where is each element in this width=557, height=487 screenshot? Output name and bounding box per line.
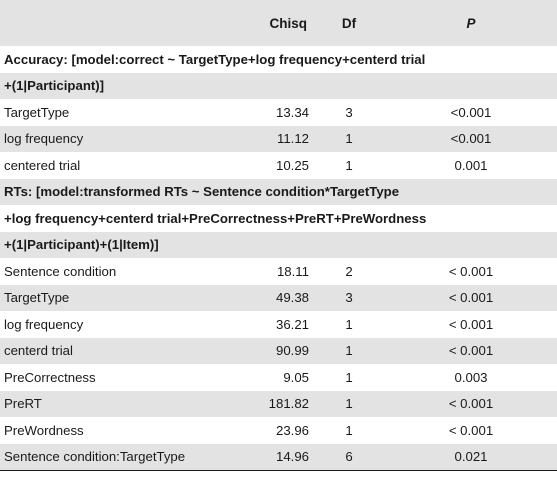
df-cell: 1 — [345, 157, 353, 173]
df-cell: 1 — [345, 396, 353, 412]
term-cell: log frequency — [4, 316, 84, 332]
table-row: TargetType 13.34 3 <0.001 — [0, 99, 557, 126]
p-cell: 0.003 — [454, 369, 488, 385]
table-body: Accuracy: [model:correct ~ TargetType+lo… — [0, 46, 557, 471]
p-cell: 0.001 — [454, 157, 488, 173]
p-cell: 0.021 — [385, 443, 557, 471]
p-cell: < 0.001 — [448, 263, 494, 279]
df-cell: 1 — [345, 131, 353, 147]
table-row: centered trial 10.25 1 0.001 — [0, 152, 557, 179]
p-cell: <0.001 — [450, 104, 492, 120]
chisq-cell: 10.25 — [275, 157, 309, 173]
p-cell: < 0.001 — [448, 290, 494, 306]
table-row: Sentence condition:TargetType 14.96 6 0.… — [0, 443, 557, 471]
model-text: +(1|Participant)] — [4, 78, 105, 94]
table-row: TargetType 49.38 3 < 0.001 — [0, 284, 557, 311]
table-row: PreWordness 23.96 1 < 0.001 — [0, 417, 557, 444]
chisq-cell: 9.05 — [283, 369, 309, 385]
header-df: Df — [341, 15, 357, 31]
table-row: centerd trial 90.99 1 < 0.001 — [0, 337, 557, 364]
model-line: Accuracy: [model:correct ~ TargetType+lo… — [0, 46, 557, 73]
chisq-cell: 36.21 — [275, 316, 309, 332]
term-cell: TargetType — [4, 290, 70, 306]
df-cell: 1 — [345, 369, 353, 385]
term-cell: centered trial — [4, 157, 81, 173]
model-text: Accuracy: [model:correct ~ TargetType+lo… — [4, 51, 426, 67]
p-cell: < 0.001 — [448, 343, 494, 359]
term-cell: PreWordness — [4, 422, 84, 438]
model-line: RTs: [model:transformed RTs ~ Sentence c… — [0, 178, 557, 205]
table-header: Chisq Df P — [0, 0, 557, 46]
model-line: +(1|Participant)+(1|Item)] — [0, 231, 557, 258]
term-cell: Sentence condition:TargetType — [0, 443, 213, 471]
term-cell: Sentence condition — [4, 263, 117, 279]
chisq-cell: 49.38 — [275, 290, 309, 306]
df-cell: 1 — [345, 343, 353, 359]
table-row: PreRT 181.82 1 < 0.001 — [0, 390, 557, 417]
term-cell: centerd trial — [4, 343, 73, 359]
table-row: log frequency 36.21 1 < 0.001 — [0, 311, 557, 338]
chisq-cell: 13.34 — [275, 104, 309, 120]
table-row: PreCorrectness 9.05 1 0.003 — [0, 364, 557, 391]
header-chisq: Chisq — [269, 15, 307, 31]
chisq-cell: 23.96 — [275, 422, 309, 438]
p-cell: <0.001 — [450, 131, 492, 147]
term-cell: PreCorrectness — [4, 369, 96, 385]
df-cell: 3 — [345, 290, 353, 306]
header-term — [0, 0, 213, 46]
model-text: +log frequency+centerd trial+PreCorrectn… — [4, 210, 427, 226]
df-cell: 2 — [345, 263, 353, 279]
term-cell: log frequency — [4, 131, 84, 147]
header-p: P — [466, 15, 476, 31]
chisq-cell: 181.82 — [268, 396, 309, 412]
table-row: Sentence condition 18.11 2 < 0.001 — [0, 258, 557, 285]
p-cell: < 0.001 — [448, 316, 494, 332]
chisq-cell: 18.11 — [276, 263, 309, 279]
results-table: Chisq Df P Accuracy: [model:correct ~ Ta… — [0, 0, 557, 471]
df-cell: 6 — [313, 443, 385, 471]
df-cell: 1 — [345, 422, 353, 438]
model-line: +(1|Participant)] — [0, 72, 557, 99]
chisq-cell: 14.96 — [213, 443, 313, 471]
df-cell: 3 — [345, 104, 353, 120]
model-line: +log frequency+centerd trial+PreCorrectn… — [0, 205, 557, 232]
p-cell: < 0.001 — [448, 422, 494, 438]
table-row: log frequency 11.12 1 <0.001 — [0, 125, 557, 152]
chisq-cell: 11.12 — [276, 131, 309, 147]
p-cell: < 0.001 — [448, 396, 494, 412]
model-text: RTs: [model:transformed RTs ~ Sentence c… — [4, 184, 400, 200]
chisq-cell: 90.99 — [275, 343, 309, 359]
term-cell: TargetType — [4, 104, 70, 120]
df-cell: 1 — [345, 316, 353, 332]
header-row: Chisq Df P — [0, 0, 557, 46]
term-cell: PreRT — [4, 396, 42, 412]
model-text: +(1|Participant)+(1|Item)] — [4, 237, 159, 253]
